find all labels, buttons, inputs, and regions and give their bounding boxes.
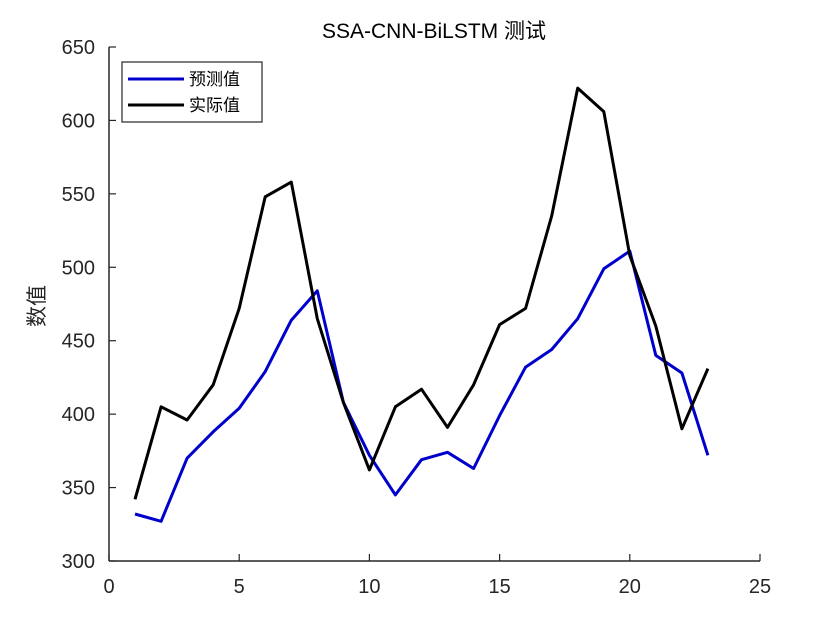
x-tick-label: 25 <box>749 576 771 598</box>
legend-label: 预测值 <box>189 70 240 90</box>
x-tick-label: 20 <box>619 576 641 598</box>
y-tick-label: 300 <box>62 551 95 573</box>
y-tick-label: 450 <box>62 331 95 353</box>
axes: 0 5 10 15 20 25 300 350 400 450 500 550 600 650 <box>62 37 772 598</box>
y-tick-label: 350 <box>62 478 95 500</box>
y-tick-label: 500 <box>62 257 95 279</box>
y-axis-label: 数值 <box>25 285 49 327</box>
x-tick-label: 10 <box>358 576 380 598</box>
y-tick-label: 650 <box>62 37 95 59</box>
y-tick-label: 550 <box>62 184 95 206</box>
chart-title: SSA-CNN-BiLSTM 测试 <box>322 20 546 43</box>
x-tick-label: 15 <box>488 576 510 598</box>
series-layer <box>133 86 710 523</box>
series-line-predicted <box>134 249 710 523</box>
x-tick-label: 0 <box>103 576 114 598</box>
x-tick-label: 5 <box>234 576 245 598</box>
legend-box <box>121 61 263 123</box>
y-tick-label: 400 <box>62 404 95 426</box>
y-tick-label: 600 <box>62 110 95 132</box>
legend-label: 实际值 <box>189 96 240 116</box>
series-line-actual <box>133 86 710 500</box>
